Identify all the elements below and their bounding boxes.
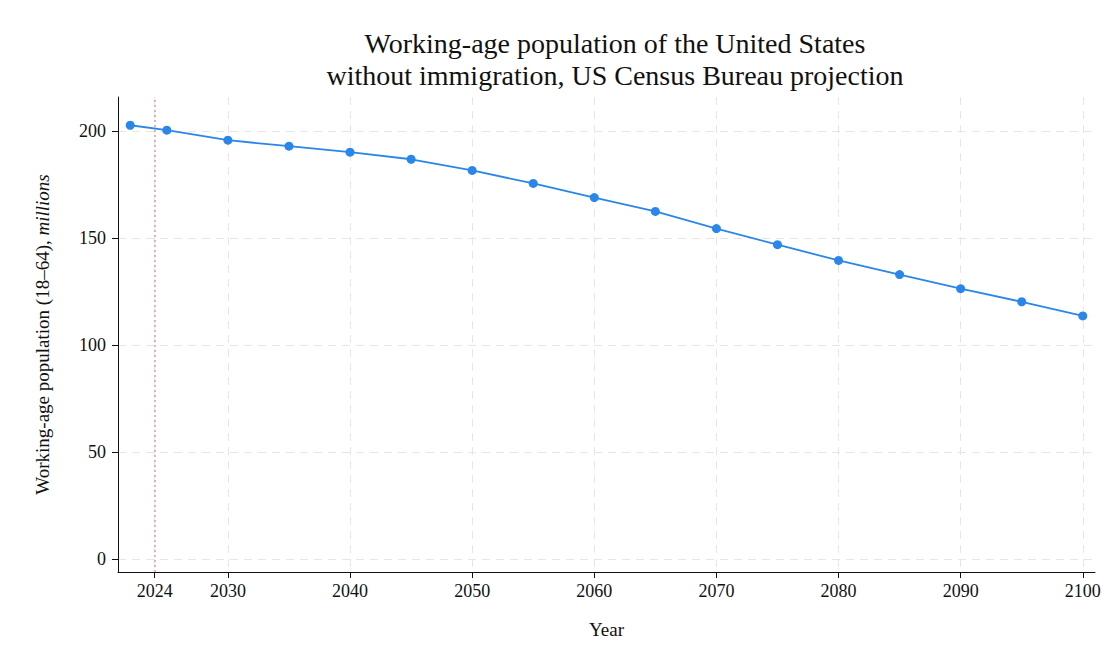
svg-text:2090: 2090 [943, 581, 979, 601]
svg-text:2100: 2100 [1065, 581, 1101, 601]
svg-text:50: 50 [88, 442, 106, 462]
svg-text:without immigration, US Census: without immigration, US Census Bureau pr… [326, 60, 903, 91]
svg-text:Working-age population of the: Working-age population of the United Sta… [365, 28, 866, 59]
svg-text:2060: 2060 [576, 581, 612, 601]
svg-text:2050: 2050 [454, 581, 490, 601]
svg-text:2030: 2030 [210, 581, 246, 601]
svg-text:2040: 2040 [332, 581, 368, 601]
svg-text:Year: Year [589, 619, 625, 640]
svg-text:2080: 2080 [821, 581, 857, 601]
svg-text:millions: millions [32, 174, 53, 235]
svg-text:2070: 2070 [698, 581, 734, 601]
svg-text:150: 150 [79, 228, 106, 248]
svg-text:0: 0 [97, 549, 106, 569]
svg-text:2024: 2024 [137, 581, 173, 601]
svg-text:Working-age population (18–64): Working-age population (18–64), [32, 236, 54, 495]
svg-text:100: 100 [79, 335, 106, 355]
svg-text:200: 200 [79, 121, 106, 141]
